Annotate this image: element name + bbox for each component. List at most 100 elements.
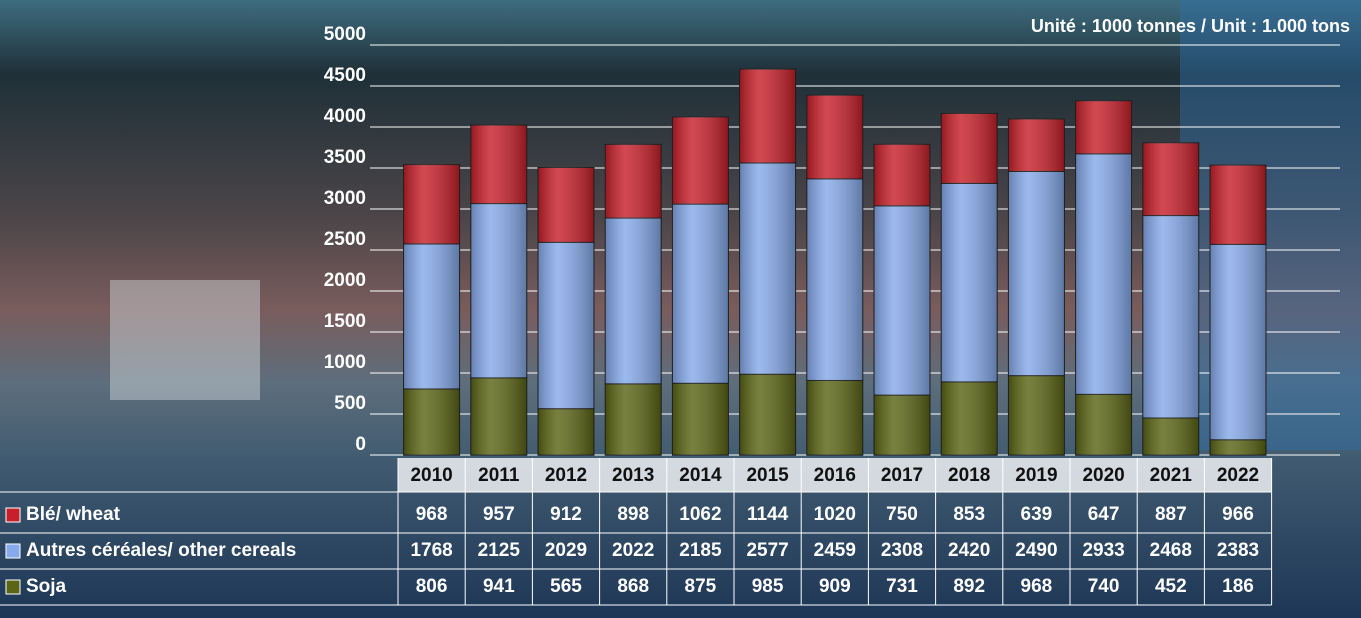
y-tick-label: 2500 [324,229,366,250]
bar-gloss [941,113,998,184]
bar-gloss [1210,439,1266,455]
bar-gloss [806,178,863,381]
table-value: 1144 [747,504,789,525]
legend-label: Autres céréales/ other cereals [26,540,296,561]
table-value: 2029 [545,540,587,561]
bar-gloss [739,374,796,455]
y-tick-label: 4500 [324,65,366,86]
x-tick-label: 2014 [679,465,722,486]
bar-gloss [1008,119,1065,172]
y-tick-label: 5000 [324,24,366,45]
bar-gloss [806,95,863,179]
bar-gloss [672,204,729,384]
table-value: 2185 [679,540,722,561]
table-value: 2125 [478,540,521,561]
table-value: 2468 [1150,540,1192,561]
table-value: 968 [416,504,448,525]
bar-gloss [538,408,594,455]
bar-gloss [470,377,527,455]
table-value: 2383 [1217,540,1259,561]
x-tick-label: 2017 [881,465,923,486]
y-tick-label: 3500 [324,147,366,168]
bar-gloss [874,144,930,206]
table-value: 968 [1021,576,1053,597]
y-tick-label: 1500 [324,311,366,332]
table-value: 1768 [410,540,452,561]
bar-gloss [403,164,460,244]
bar-gloss [874,205,930,396]
y-tick-label: 0 [355,434,366,455]
table-value: 1020 [814,504,856,525]
table-value: 875 [685,576,717,597]
table-value: 639 [1021,504,1053,525]
x-tick-label: 2019 [1015,465,1057,486]
table-value: 892 [953,576,985,597]
bar-gloss [538,167,594,243]
table-value: 731 [886,576,918,597]
legend-swatch [5,579,21,595]
table-value: 750 [886,504,918,525]
table-value: 452 [1155,576,1187,597]
x-tick-label: 2010 [410,465,452,486]
x-tick-label: 2011 [478,465,520,486]
bar-gloss [605,383,662,455]
table-value: 853 [953,504,985,525]
bar-gloss [1142,215,1199,418]
table-value: 2459 [814,540,856,561]
y-tick-label: 1000 [324,352,366,373]
bar-gloss [672,383,729,455]
table-value: 2308 [881,540,923,561]
bar-gloss [874,395,930,455]
bar-gloss [605,218,662,384]
x-tick-label: 2022 [1217,465,1259,486]
bar-gloss [403,243,460,389]
table-value: 2490 [1015,540,1057,561]
table-value: 740 [1088,576,1120,597]
table-value: 909 [819,576,851,597]
table-value: 2420 [948,540,990,561]
table-value: 2577 [746,540,788,561]
table-value: 1062 [679,504,721,525]
bar-gloss [1075,394,1132,455]
bar-gloss [538,242,594,409]
bar-gloss [470,125,527,204]
y-tick-label: 500 [334,393,366,414]
bar-gloss [403,388,460,455]
x-tick-label: 2015 [746,465,789,486]
legend-swatch [5,543,21,559]
bar-gloss [941,381,998,455]
x-tick-label: 2012 [545,465,587,486]
table-value: 868 [617,576,649,597]
table-value: 887 [1155,504,1187,525]
legend-label: Blé/ wheat [26,504,121,525]
y-tick-label: 2000 [324,270,366,291]
table-value: 2022 [612,540,654,561]
table-header-bg [398,458,1272,492]
table-value: 647 [1088,504,1120,525]
bar-gloss [1008,375,1065,455]
background-crane [1180,0,1361,450]
bar-gloss [1210,165,1266,245]
bar-gloss [672,116,729,205]
x-tick-label: 2018 [948,465,990,486]
bar-gloss [1075,153,1132,395]
bar-gloss [470,203,527,378]
bar-gloss [1142,142,1199,216]
legend-swatch [5,507,21,523]
table-value: 186 [1222,576,1254,597]
bar-gloss [806,380,863,455]
y-tick-label: 3000 [324,188,366,209]
y-tick-label: 4000 [324,106,366,127]
unit-note: Unité : 1000 tonnes / Unit : 1.000 tons [1031,16,1350,36]
table-value: 985 [752,576,784,597]
table-value: 912 [550,504,582,525]
x-tick-label: 2021 [1150,465,1193,486]
bar-gloss [1008,171,1065,376]
table-value: 2933 [1082,540,1124,561]
x-tick-label: 2016 [814,465,856,486]
legend-label: Soja [26,576,67,597]
bar-gloss [1075,100,1132,154]
bar-gloss [605,144,662,219]
bar-gloss [1142,417,1199,455]
